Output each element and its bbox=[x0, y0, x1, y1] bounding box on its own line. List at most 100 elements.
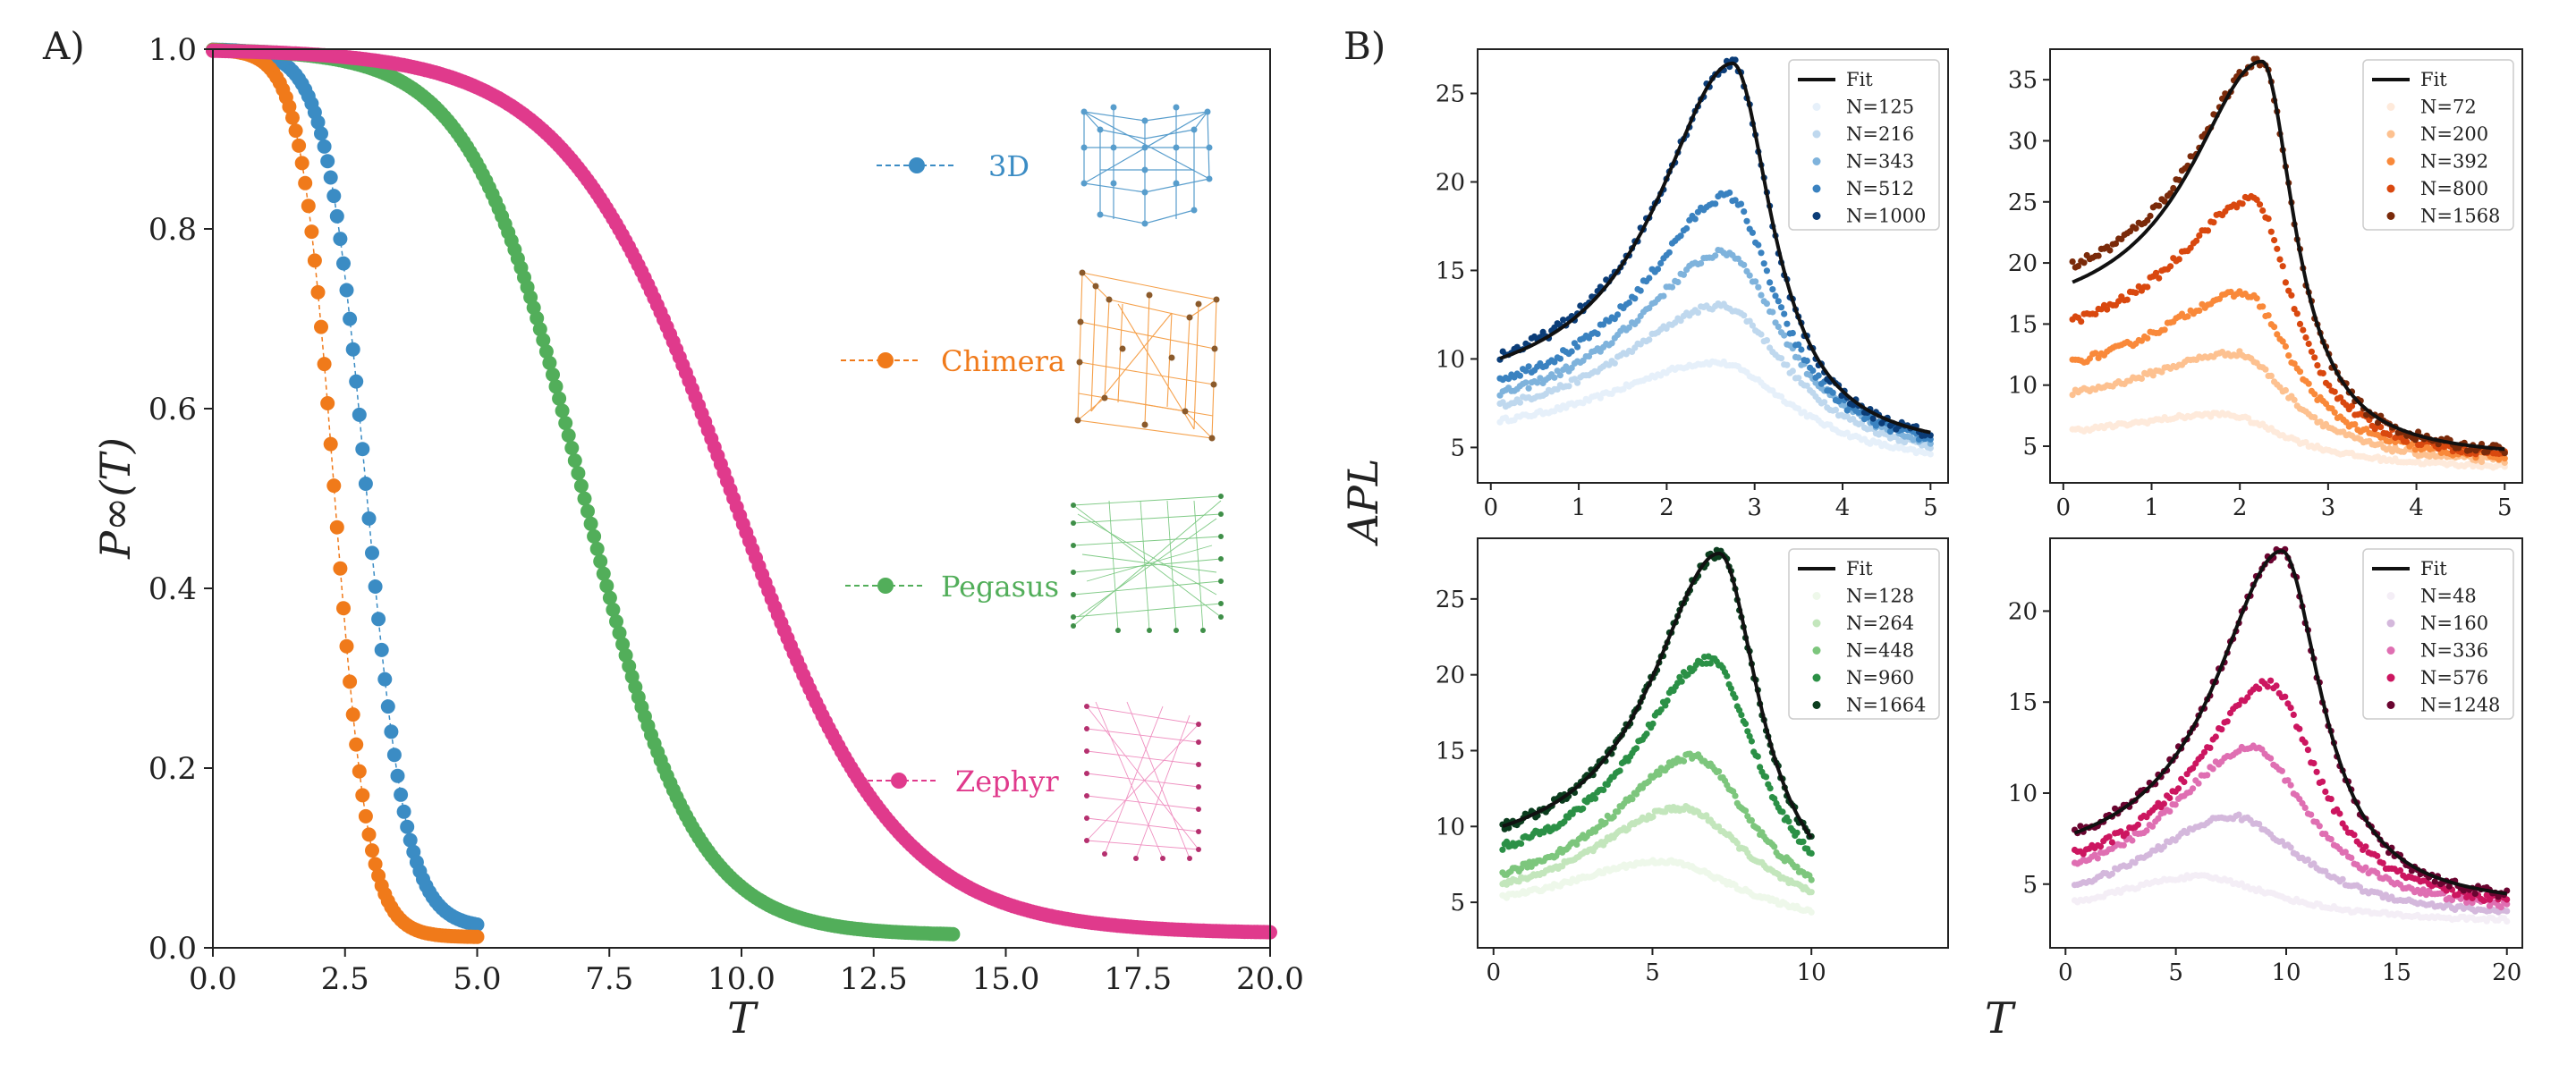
zephyr-graph-icon bbox=[1084, 701, 1201, 861]
panel-b-data-point bbox=[1746, 732, 1753, 740]
panel-b-ytick-label: 10 bbox=[1436, 346, 1465, 373]
legend-entry-label: N=1664 bbox=[1846, 695, 1926, 716]
panel-b-data-point bbox=[1568, 348, 1575, 355]
panel-b-data-point bbox=[2267, 228, 2275, 235]
panel-b-data-point bbox=[2155, 815, 2162, 823]
panel-b-data-point bbox=[2204, 772, 2211, 779]
panel-a-data-point bbox=[339, 638, 354, 654]
panel-b-data-point bbox=[1777, 393, 1785, 401]
panel-b-data-point bbox=[1789, 368, 1796, 375]
panel-b-data-point bbox=[2265, 215, 2272, 223]
panel-b-data-point bbox=[1499, 846, 1506, 853]
panel-b-data-point bbox=[1680, 757, 1688, 765]
panel-b-data-point bbox=[1646, 275, 1653, 282]
panel-b-data-point bbox=[1620, 385, 1627, 393]
panel-b-data-point bbox=[2265, 312, 2272, 319]
legend-series-swatch bbox=[2386, 103, 2395, 111]
legend-series-swatch bbox=[1812, 673, 1821, 682]
panel-b-data-point bbox=[2204, 227, 2212, 234]
panel-b-data-point bbox=[1795, 375, 1802, 382]
panel-b-data-point bbox=[2282, 279, 2289, 286]
panel-b-data-point bbox=[1784, 361, 1791, 368]
panel-b-xtick-label: 5 bbox=[1923, 494, 1938, 521]
panel-b-data-point bbox=[1784, 320, 1791, 327]
panel-b-ytick-label: 20 bbox=[2008, 250, 2038, 277]
panel-b-data-point bbox=[2504, 908, 2511, 915]
panel-b-data-point bbox=[2156, 275, 2163, 282]
panel-b-data-point bbox=[2318, 778, 2326, 785]
panel-b-data-point bbox=[2296, 320, 2304, 327]
panel-b-ytick-label: 15 bbox=[1436, 738, 1465, 765]
panel-b-xtick-label: 0 bbox=[1486, 959, 1501, 986]
panel-a-data-point bbox=[587, 528, 602, 544]
legend-series-swatch bbox=[2386, 212, 2395, 220]
panel-b-data-point bbox=[1762, 773, 1770, 781]
panel-b-data-point bbox=[1771, 795, 1778, 802]
legend-chimera: Chimera bbox=[841, 344, 1065, 378]
panel-b-data-point bbox=[1808, 849, 1815, 858]
panel-a-data-point bbox=[561, 428, 576, 443]
panel-b-ytick-label: 10 bbox=[2008, 373, 2038, 400]
panel-b-data-point bbox=[2342, 849, 2349, 856]
panel-b-ytick-label: 20 bbox=[2008, 598, 2038, 625]
panel-b-data-point bbox=[1631, 295, 1639, 302]
panel-a-data-point bbox=[361, 511, 377, 526]
panel-b-data-point bbox=[2296, 368, 2304, 376]
panel-b-data-point bbox=[2080, 259, 2088, 266]
panel-a-data-point bbox=[548, 379, 564, 394]
panel-b-data-point bbox=[2316, 823, 2323, 830]
panel-b-ytick-label: 25 bbox=[1436, 80, 1465, 107]
panel-b-data-point bbox=[1785, 818, 1792, 825]
panel-b-data-point bbox=[2504, 900, 2511, 908]
panel-b-xtick-label: 10 bbox=[1797, 959, 1826, 986]
panel-b-data-point bbox=[2467, 446, 2474, 453]
panel-a-data-marks bbox=[206, 42, 1277, 944]
panel-a-data-point bbox=[314, 319, 328, 334]
panel-b-frame bbox=[2049, 48, 2523, 484]
panel-b-series bbox=[1496, 300, 1934, 452]
panel-b-xtick-label: 4 bbox=[1835, 494, 1851, 521]
panel-a-data-point bbox=[542, 355, 557, 370]
panel-b-data-point bbox=[2374, 852, 2381, 859]
panel-b-data-point bbox=[1800, 838, 1807, 845]
panel-b-ytick-label: 5 bbox=[2022, 872, 2038, 899]
legend-entry-label: N=392 bbox=[2420, 151, 2488, 173]
panel-b-series bbox=[2071, 872, 2511, 925]
panel-b-xtick-label: 5 bbox=[2168, 959, 2183, 986]
panel-a-xtick-label: 12.5 bbox=[840, 961, 908, 997]
panel-b-data-point bbox=[2291, 396, 2298, 403]
panel-b-data-point bbox=[2184, 313, 2191, 320]
legend-entry-label: N=1000 bbox=[1846, 206, 1926, 227]
panel-a-data-point bbox=[343, 311, 358, 326]
legend-entry-label: N=200 bbox=[2420, 123, 2488, 145]
panel-b-data-point bbox=[1649, 813, 1657, 821]
panel-b-data-point bbox=[2175, 256, 2182, 263]
panel-b-series bbox=[1499, 857, 1815, 916]
panel-b-ytick-label: 10 bbox=[1436, 814, 1465, 841]
panel-b-data-point bbox=[1516, 399, 1523, 406]
panel-b-ytick-label: 5 bbox=[1450, 435, 1465, 461]
panel-a-data-point bbox=[349, 374, 364, 389]
panel-b-data-point bbox=[1815, 372, 1822, 379]
panel-a-data-point bbox=[333, 232, 348, 247]
panel-b-data-point bbox=[2190, 785, 2197, 792]
panel-a-data-point bbox=[285, 110, 300, 125]
panel-b-data-point bbox=[1625, 299, 1632, 307]
panel-b-data-point bbox=[1741, 261, 1748, 268]
panel-a-data-point bbox=[368, 857, 383, 872]
panel-b-data-point bbox=[1741, 807, 1750, 815]
panel-b-data-point bbox=[2271, 324, 2278, 331]
panel-b-data-point bbox=[2224, 718, 2231, 725]
panel-b-fit-line bbox=[2073, 549, 2507, 896]
panel-b-data-point bbox=[1565, 383, 1572, 390]
panel-b-data-point bbox=[2501, 450, 2508, 457]
panel-b-data-point bbox=[2115, 298, 2123, 305]
legend-series-swatch bbox=[2386, 157, 2395, 165]
panel-a-data-point bbox=[530, 310, 545, 325]
panel-b-data-point bbox=[1789, 329, 1796, 337]
panel-b-data-point bbox=[2282, 342, 2289, 351]
panel-b-xtick-label: 15 bbox=[2382, 959, 2411, 986]
panel-b-data-point bbox=[2095, 252, 2102, 259]
panel-a-data-point bbox=[564, 441, 580, 455]
